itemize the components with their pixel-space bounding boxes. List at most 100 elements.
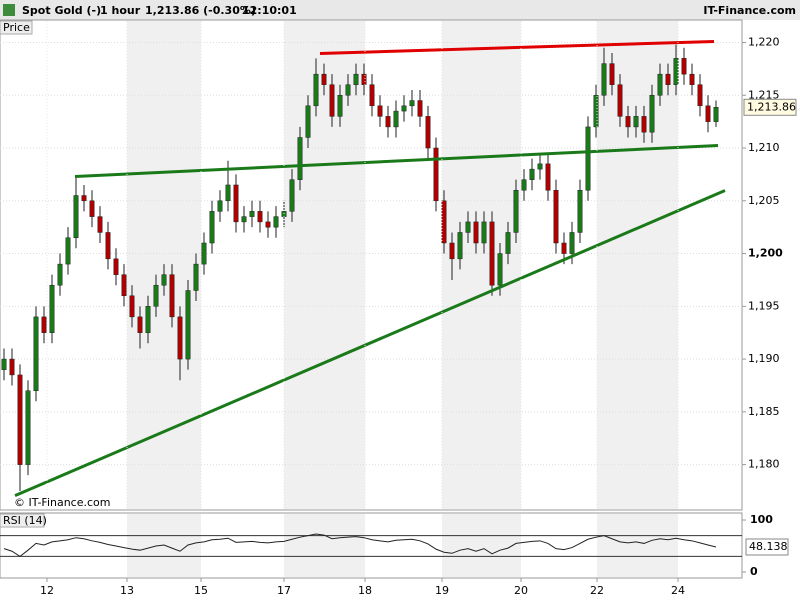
candle-body: [25, 390, 31, 465]
candle-body: [545, 163, 551, 191]
candle-body: [145, 306, 151, 333]
brand: IT-Finance.com: [703, 4, 796, 17]
candle-body: [713, 107, 719, 122]
candle-body: [185, 290, 191, 360]
candle-body: [593, 95, 599, 128]
candle-body: [1, 358, 7, 370]
candle-body: [113, 258, 119, 275]
candle-body: [377, 105, 383, 117]
candle-body: [153, 284, 159, 307]
candle-body: [41, 316, 47, 333]
x-tick-label: 20: [514, 584, 528, 597]
candle-body: [193, 263, 199, 291]
candle-body: [417, 100, 423, 117]
candle-body: [441, 200, 447, 244]
header-bar: [0, 0, 800, 20]
trendline: [14, 189, 726, 498]
candle-body: [393, 110, 399, 128]
candle-body: [601, 63, 607, 96]
candle-body: [137, 316, 143, 333]
instrument: Spot Gold (-): [22, 4, 101, 17]
candle-body: [617, 84, 623, 117]
candle-body: [513, 189, 519, 233]
candle-body: [73, 195, 79, 238]
candle-body: [97, 216, 103, 233]
panel-label: RSI (14): [3, 514, 47, 527]
candle-body: [521, 179, 527, 191]
y-tick-label: 1,195: [748, 299, 780, 312]
interval: 1 hour: [100, 4, 141, 17]
y-tick-label: 1,200: [748, 247, 783, 260]
candle-body: [273, 216, 279, 228]
candle-body: [489, 221, 495, 286]
watermark: © IT-Finance.com: [14, 496, 111, 509]
candle-body: [369, 84, 375, 107]
x-tick-label: 24: [671, 584, 685, 597]
candle-body: [81, 195, 87, 202]
candle-body: [33, 316, 39, 391]
candle-body: [681, 58, 687, 75]
candle-body: [129, 295, 135, 318]
candle-body: [673, 58, 679, 85]
candle-body: [345, 84, 351, 96]
candle-body: [409, 100, 415, 107]
candle-body: [481, 221, 487, 244]
candle-body: [217, 200, 223, 212]
x-tick-label: 12: [40, 584, 54, 597]
candle-body: [49, 284, 55, 333]
last-price-box: [743, 98, 797, 116]
y-tick-label: 1,190: [748, 352, 780, 365]
candle-body: [625, 116, 631, 128]
y-tick-label: 0: [750, 565, 758, 578]
y-tick-label: 1,220: [748, 35, 780, 48]
panel-label-box: [0, 20, 33, 35]
candle-body: [569, 232, 575, 254]
y-tick-label: 1,210: [748, 141, 780, 154]
candle-body: [537, 163, 543, 170]
trendline: [319, 39, 715, 55]
y-tick-label: 1,185: [748, 405, 780, 418]
candle-body: [9, 358, 15, 376]
x-tick-label: 15: [194, 584, 208, 597]
time: 12:10:01: [242, 4, 297, 17]
candle-body: [697, 84, 703, 107]
trendline: [74, 143, 719, 179]
candle-body: [177, 316, 183, 360]
candle-body: [553, 189, 559, 244]
candle-body: [17, 374, 23, 465]
candle-body: [169, 274, 175, 318]
candle-body: [449, 242, 455, 260]
y-tick-label: 1,205: [748, 194, 780, 207]
y-tick-label: 100: [750, 513, 773, 526]
last-price-label: 1,213.86: [747, 100, 796, 113]
candle-body: [249, 211, 255, 217]
x-tick-label: 18: [358, 584, 372, 597]
candle-body: [201, 242, 207, 265]
candle-body: [225, 184, 231, 202]
y-tick-label: 1,180: [748, 458, 780, 471]
candle-body: [337, 95, 343, 117]
x-tick-label: 17: [277, 584, 291, 597]
rsi-line: [3, 533, 717, 558]
candle-body: [561, 242, 567, 254]
candle-body: [121, 274, 127, 297]
candle-body: [105, 232, 111, 260]
candle-body: [289, 179, 295, 212]
candle-body: [321, 73, 327, 85]
x-tick-label: 13: [120, 584, 134, 597]
candle-body: [209, 211, 215, 244]
candle-body: [649, 95, 655, 133]
panel-label-box: [0, 513, 45, 528]
candle-body: [529, 168, 535, 180]
candle-body: [497, 253, 503, 286]
candle-body: [401, 105, 407, 112]
candle-body: [473, 221, 479, 244]
candle-body: [465, 221, 471, 233]
quote: 1,213.86 (-0.30%): [145, 4, 256, 17]
candle-body: [89, 200, 95, 217]
candle-body: [161, 274, 167, 286]
candle-body: [665, 73, 671, 85]
candle-body: [577, 189, 583, 233]
logo: [3, 4, 15, 16]
